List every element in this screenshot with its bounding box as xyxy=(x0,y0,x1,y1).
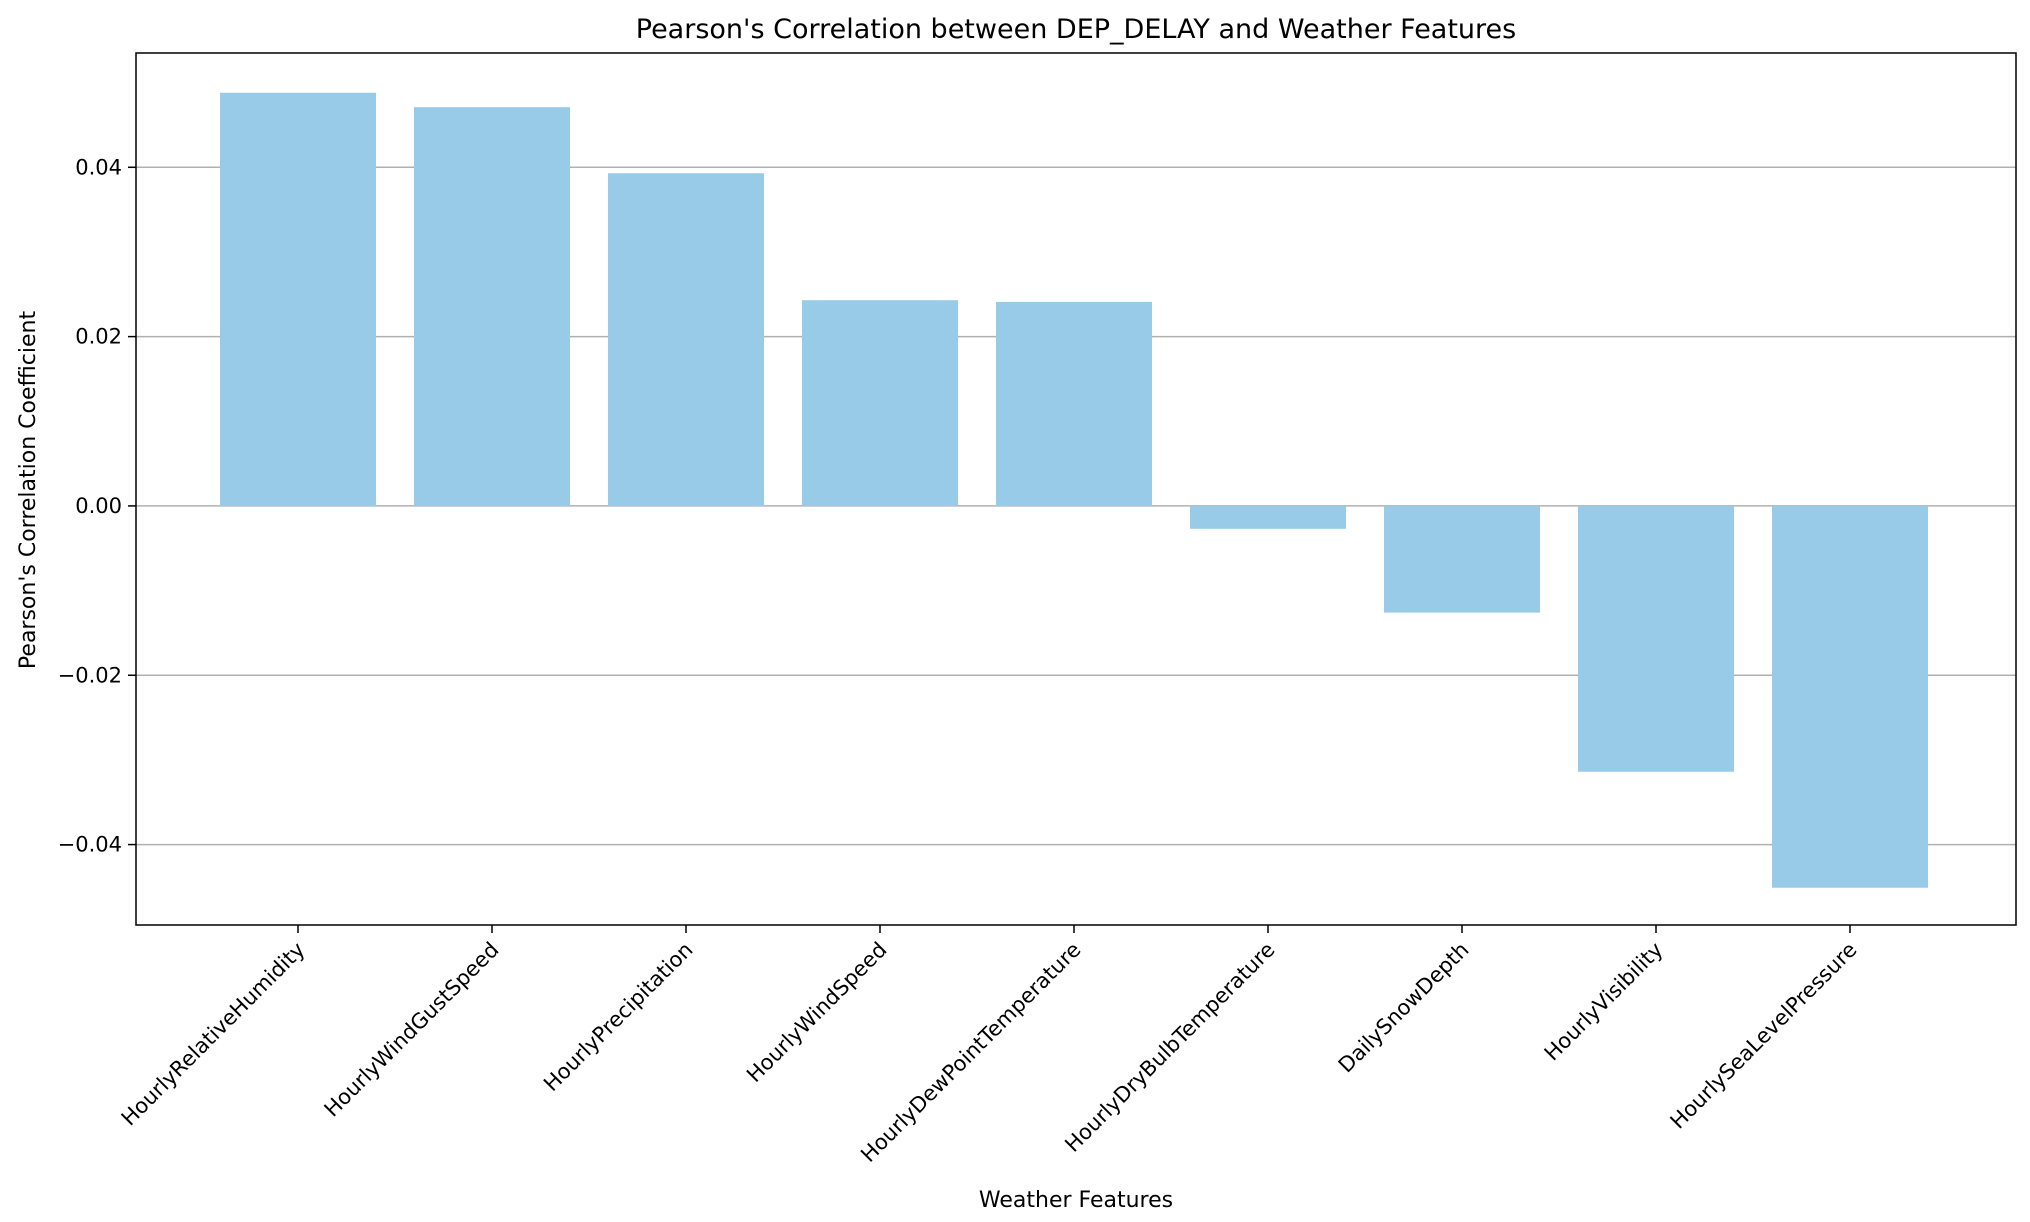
x-axis-label: Weather Features xyxy=(979,1188,1173,1213)
chart-title: Pearson's Correlation between DEP_DELAY … xyxy=(636,14,1516,45)
x-tick-label: HourlyDryBulbTemperature xyxy=(1060,938,1279,1157)
y-tick-label: −0.04 xyxy=(58,833,122,857)
bar xyxy=(414,107,570,506)
x-tick-label: HourlyVisibility xyxy=(1540,938,1668,1066)
x-tick-label: HourlyDewPointTemperature xyxy=(856,938,1085,1167)
bar xyxy=(996,301,1152,506)
bar xyxy=(608,173,764,506)
x-tick-label: DailySnowDepth xyxy=(1334,938,1474,1078)
y-axis-label: Pearson's Correlation Coefficient xyxy=(16,311,41,670)
x-tick-label: HourlyPrecipitation xyxy=(539,938,697,1096)
x-tick-label: HourlyWindSpeed xyxy=(742,938,892,1088)
y-tick-label: 0.00 xyxy=(75,494,122,518)
bar xyxy=(1190,505,1346,529)
x-tick-label: HourlyWindGustSpeed xyxy=(320,938,504,1122)
y-tick-label: 0.04 xyxy=(75,155,122,179)
bar xyxy=(1578,505,1734,772)
bar xyxy=(220,92,376,506)
bars xyxy=(220,92,1928,888)
x-tick-label: HourlyRelativeHumidity xyxy=(117,938,310,1131)
bar xyxy=(1384,505,1540,613)
bar xyxy=(1772,505,1928,888)
bar xyxy=(802,300,958,506)
plot-frame xyxy=(135,52,2017,926)
y-tick-label: −0.02 xyxy=(58,663,122,687)
x-tick-label: HourlySeaLevelPressure xyxy=(1666,938,1862,1134)
y-tick-label: 0.02 xyxy=(75,325,122,349)
